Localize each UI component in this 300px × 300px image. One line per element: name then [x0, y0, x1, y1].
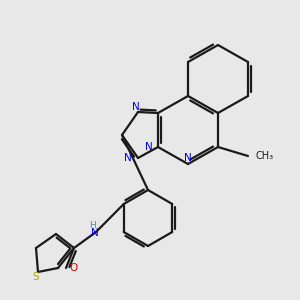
Text: CH₃: CH₃: [256, 151, 274, 161]
Text: S: S: [33, 272, 39, 282]
Text: N: N: [132, 102, 140, 112]
Text: N: N: [145, 142, 153, 152]
Text: N: N: [184, 153, 192, 163]
Text: H: H: [88, 221, 95, 230]
Text: N: N: [124, 153, 132, 163]
Text: N: N: [91, 228, 99, 238]
Text: O: O: [69, 263, 77, 273]
